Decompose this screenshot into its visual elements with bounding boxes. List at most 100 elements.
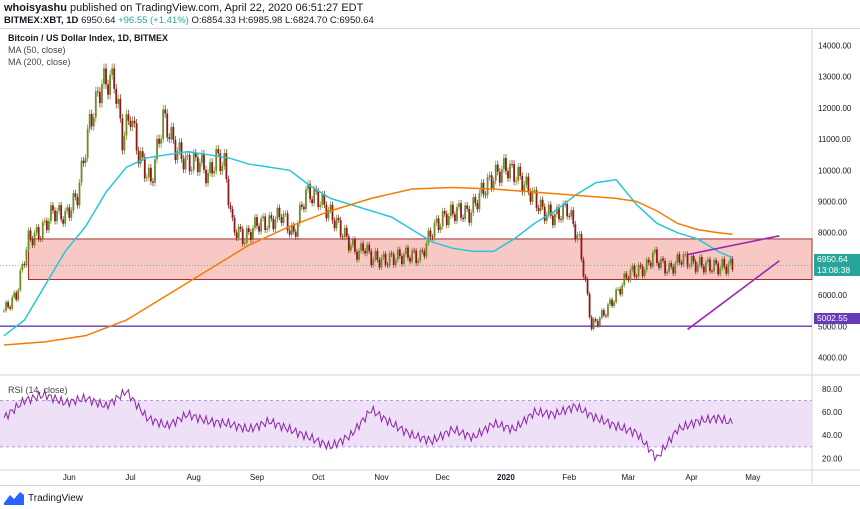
candle-body (651, 252, 654, 267)
candle-body (219, 153, 222, 172)
candle-body (298, 204, 301, 224)
ohlc-line: BITMEX:XBT, 1D 6950.64 +96.55 (+1.41%) O… (4, 15, 374, 26)
candle-body (339, 220, 342, 237)
candle-body (398, 249, 401, 257)
publisher-info: published on TradingView.com, April 22, … (66, 2, 364, 14)
candle-body (578, 234, 581, 235)
last-price-tag: 6950.64 (814, 254, 860, 265)
candle-body (178, 142, 181, 152)
ma50-legend[interactable]: MA (50, close) (8, 45, 66, 55)
candle-body (686, 254, 689, 267)
candle-body (678, 254, 681, 263)
candle-body (378, 259, 381, 268)
candle-body (492, 180, 495, 189)
candle-body (70, 210, 73, 218)
candle-body (500, 169, 503, 183)
price-tick-label: 13000.00 (818, 73, 852, 82)
candle-body (174, 140, 177, 161)
candle-body (613, 302, 615, 306)
candle-body (466, 205, 469, 209)
low-value: L:6824.70 (284, 15, 328, 26)
candle-body (372, 259, 375, 266)
rsi-line (3, 387, 733, 463)
candle-body (676, 254, 679, 264)
time-tick-label: 2020 (497, 473, 515, 482)
candle-body (723, 259, 726, 267)
candle-body (76, 197, 79, 206)
candle-body (454, 214, 456, 221)
candle-body (170, 126, 173, 140)
candle-body (464, 205, 467, 220)
time-tick-label: Oct (312, 473, 325, 482)
candle-body (54, 210, 56, 222)
candle-body (113, 68, 116, 89)
candle-body (160, 138, 163, 144)
candle-body (225, 153, 228, 180)
candle-body (156, 138, 158, 160)
candle-body (247, 228, 250, 232)
candle-body (13, 292, 16, 298)
candle-body (215, 149, 218, 171)
candle-body (588, 293, 591, 318)
candle-body (431, 236, 434, 238)
candle-body (419, 250, 422, 261)
candle-body (245, 228, 248, 243)
brand-label[interactable]: TradingView (28, 492, 84, 504)
price-tick-label: 11000.00 (818, 135, 851, 144)
candle-body (168, 137, 171, 140)
candle-body (272, 218, 275, 230)
candle-body (52, 205, 54, 211)
candle-body (211, 162, 214, 174)
candle-body (164, 109, 167, 114)
candle-body (582, 259, 585, 277)
time-tick-label: Feb (562, 473, 576, 482)
chart-title: Bitcoin / US Dollar Index, 1D, BITMEX (8, 33, 169, 43)
candle-body (141, 151, 144, 158)
price-tick-label: 6000.00 (818, 291, 847, 300)
rsi-legend[interactable]: RSI (14, close) (8, 385, 68, 395)
candle-body (235, 232, 238, 238)
candle-body (405, 247, 407, 255)
candle-body (364, 250, 367, 254)
ma200-legend[interactable]: MA (200, close) (8, 57, 71, 67)
candle-body (647, 259, 650, 263)
candle-body (47, 220, 50, 231)
candle-body (494, 164, 497, 181)
candle-body (607, 304, 609, 317)
candle-body (400, 256, 403, 265)
wedge-lower-line (687, 260, 780, 331)
candle-body (143, 157, 146, 179)
tradingview-logo-icon[interactable] (4, 491, 24, 505)
candle-body (629, 269, 632, 281)
candle-body (484, 194, 487, 196)
candle-body (674, 263, 677, 274)
candle-body (560, 219, 562, 220)
time-tick-label: Sep (250, 473, 265, 482)
candle-body (60, 205, 63, 220)
candle-body (562, 203, 564, 220)
candle-body (445, 213, 448, 226)
candle-body (309, 183, 311, 200)
candle-body (162, 109, 165, 139)
candle-body (700, 257, 703, 267)
candle-body (21, 264, 24, 271)
candle-body (627, 277, 630, 281)
candle-body (376, 250, 379, 260)
candle-body (172, 126, 175, 141)
candle-body (362, 243, 365, 251)
candle-body (243, 242, 246, 244)
candle-body (568, 216, 571, 218)
candle-body (119, 98, 122, 119)
candle-body (507, 171, 509, 179)
footer: TradingView (4, 489, 83, 507)
candle-body (517, 166, 520, 181)
publisher-user[interactable]: whoisyashu (4, 2, 67, 14)
candle-body (547, 204, 550, 215)
time-tick-label: Jul (125, 473, 135, 482)
candle-body (360, 243, 362, 251)
candle-body (653, 249, 656, 253)
candle-body (574, 224, 577, 240)
chart-frame[interactable] (0, 28, 860, 486)
candle-body (456, 207, 458, 221)
